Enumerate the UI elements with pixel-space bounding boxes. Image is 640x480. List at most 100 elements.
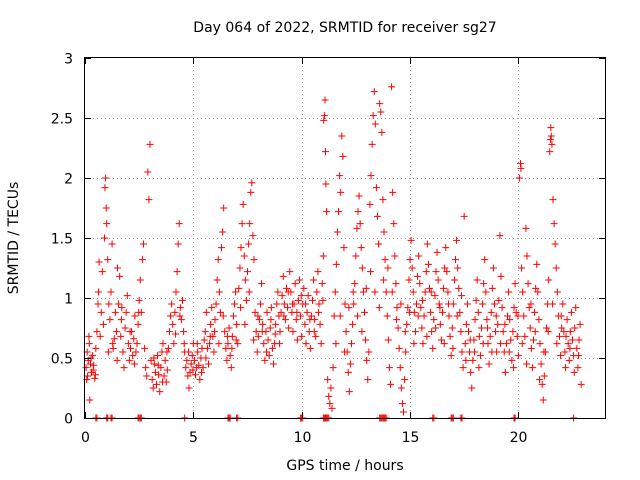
data-point: [378, 128, 386, 136]
data-point: [185, 348, 193, 356]
data-point: [215, 340, 223, 348]
x-tick-label: 15: [402, 430, 420, 446]
data-point: [375, 304, 383, 312]
data-point: [98, 268, 106, 276]
data-point: [423, 332, 431, 340]
data-point: [185, 384, 193, 392]
data-point: [354, 312, 362, 320]
data-point: [546, 136, 554, 144]
data-point: [487, 308, 495, 316]
data-point: [400, 408, 407, 416]
data-point: [289, 328, 297, 336]
y-tick-label: 2.5: [51, 112, 73, 128]
data-point: [560, 328, 568, 336]
data-point: [478, 324, 485, 332]
data-point: [306, 316, 314, 324]
data-point: [472, 296, 480, 304]
data-point: [331, 288, 339, 296]
data-point: [365, 348, 373, 356]
data-point: [445, 312, 453, 320]
data-point: [510, 364, 518, 372]
data-point: [135, 308, 143, 316]
data-point: [246, 220, 254, 228]
data-point: [411, 328, 419, 336]
data-point: [131, 312, 139, 320]
data-point: [534, 288, 542, 296]
data-point: [127, 344, 134, 352]
data-point: [183, 356, 191, 364]
data-point: [547, 124, 555, 132]
data-point: [475, 332, 483, 340]
data-point: [575, 352, 583, 360]
data-point: [133, 340, 141, 348]
data-point: [206, 340, 214, 348]
data-point: [380, 276, 388, 284]
data-point: [502, 340, 510, 348]
data-point: [547, 132, 555, 140]
data-point: [136, 276, 144, 284]
data-point: [567, 308, 575, 316]
data-point: [369, 112, 377, 120]
data-point: [179, 296, 186, 304]
data-point: [364, 376, 372, 384]
data-point: [550, 220, 558, 228]
data-point: [518, 340, 526, 348]
data-point: [166, 328, 173, 336]
data-point: [189, 366, 197, 374]
data-point: [177, 316, 185, 324]
data-point: [536, 340, 544, 348]
data-point: [551, 240, 559, 248]
data-point: [84, 372, 92, 380]
data-point: [234, 340, 242, 348]
data-point: [211, 328, 219, 336]
data-point: [447, 352, 455, 360]
data-point: [498, 304, 506, 312]
data-point: [192, 371, 199, 379]
data-point: [312, 332, 320, 340]
data-point: [530, 336, 537, 344]
data-point: [214, 256, 222, 264]
y-tick-label: 2: [64, 172, 73, 188]
data-point: [322, 148, 329, 156]
data-point: [548, 140, 556, 148]
data-point: [469, 356, 477, 364]
data-point: [176, 312, 184, 320]
data-point: [109, 340, 117, 348]
data-point: [116, 272, 124, 280]
data-point: [376, 100, 384, 108]
data-point: [106, 316, 114, 324]
data-point: [371, 288, 379, 296]
data-point: [296, 276, 303, 284]
data-point: [335, 208, 342, 216]
data-point: [388, 288, 396, 296]
data-point: [504, 312, 511, 320]
data-point: [552, 264, 560, 272]
data-point: [577, 380, 585, 388]
data-point: [228, 344, 236, 352]
data-point: [239, 200, 247, 208]
data-point: [153, 380, 160, 388]
data-point: [97, 308, 105, 316]
data-point: [538, 380, 546, 388]
data-point: [514, 352, 522, 360]
data-point: [519, 288, 527, 296]
data-point: [339, 152, 347, 160]
data-point: [266, 324, 274, 332]
data-point: [322, 180, 330, 188]
data-point: [218, 244, 225, 252]
data-point: [442, 244, 450, 252]
data-point: [346, 360, 354, 368]
data-point: [261, 356, 269, 364]
data-point: [198, 368, 206, 376]
data-point: [216, 308, 224, 316]
data-point: [501, 368, 509, 376]
data-point: [461, 340, 469, 348]
data-point: [187, 360, 195, 368]
data-point: [258, 280, 266, 288]
data-point: [495, 296, 503, 304]
data-point: [391, 252, 399, 260]
x-tick-label: 20: [510, 430, 528, 446]
data-point: [229, 312, 237, 320]
data-point: [190, 356, 198, 364]
data-point: [527, 344, 535, 352]
